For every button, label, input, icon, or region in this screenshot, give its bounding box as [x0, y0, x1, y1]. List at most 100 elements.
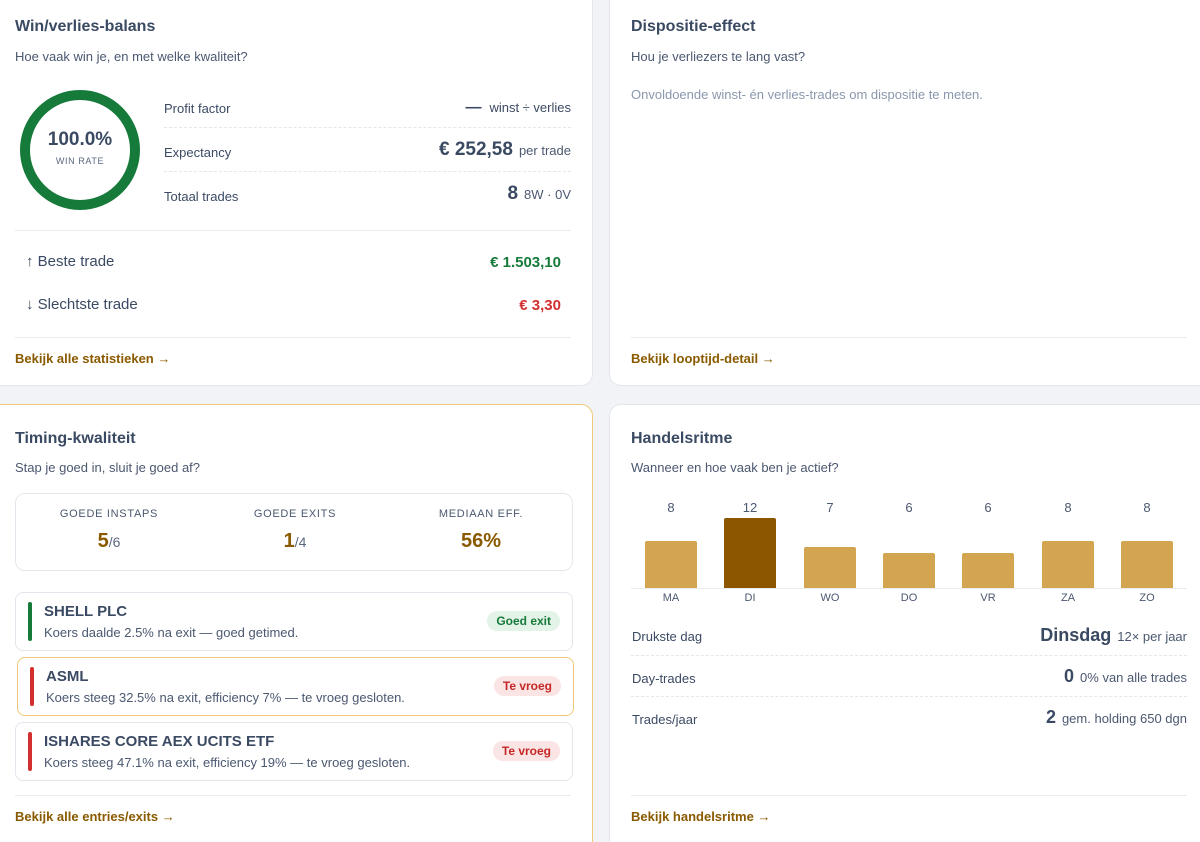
arrow-up-icon: ↑	[26, 253, 34, 270]
trade-description: Koers daalde 2.5% na exit — goed getimed…	[44, 625, 299, 640]
status-bar	[28, 732, 32, 771]
total-trades-unit: 8W · 0V	[524, 187, 571, 202]
trades-per-year-value: 2 gem. holding 650 dgn	[1046, 707, 1187, 728]
worst-trade-value: € 3,30	[519, 297, 561, 314]
total-trades-value: 8 8W · 0V	[507, 183, 571, 205]
status-bar	[28, 602, 32, 641]
bar-value-label: 7	[826, 500, 834, 515]
timing-subtitle: Stap je goed in, sluit je goed af?	[15, 460, 201, 475]
status-bar	[30, 667, 34, 706]
trade-name: ASML	[46, 668, 89, 685]
expectancy-label: Expectancy	[164, 145, 232, 160]
win-rate-label: WIN RATE	[55, 156, 105, 166]
busiest-day: Dinsdag	[1040, 625, 1112, 645]
divider	[164, 171, 571, 172]
winloss-title: Win/verlies-balans	[15, 18, 156, 35]
trade-name: SHELL PLC	[44, 603, 128, 620]
busiest-day-label: Drukste dag	[632, 629, 703, 644]
disposition-subtitle: Hou je verliezers te lang vast?	[631, 49, 806, 64]
rhythm-card: Handelsritme Wanneer en hoe vaak ben je …	[609, 404, 1200, 842]
timing-kpi-box: GOEDE INSTAPS 5/6 GOEDE EXITS 1/4 MEDIAA…	[15, 493, 573, 571]
worst-trade-text: Slechtste trade	[37, 296, 138, 313]
daytrades-value: 0 0% van alle trades	[1064, 666, 1187, 687]
total-trades-label: Totaal trades	[164, 189, 239, 204]
kpi-good-exits: GOEDE EXITS 1/4	[202, 508, 388, 553]
trades-per-year: 2	[1045, 707, 1056, 727]
disposition-empty-text: Onvoldoende winst- én verlies-trades om …	[631, 87, 983, 102]
bar-wo	[804, 547, 856, 588]
best-trade-label: ↑ Beste trade	[26, 253, 114, 270]
profit-factor-unit: winst ÷ verlies	[489, 100, 571, 115]
x-tick-label: DI	[744, 592, 756, 604]
divider	[631, 337, 1187, 338]
trades-per-year-label: Trades/jaar	[632, 712, 698, 727]
bar-za	[1042, 541, 1094, 588]
expectancy-unit: per trade	[518, 143, 571, 158]
trade-description: Koers steeg 32.5% na exit, efficiency 7%…	[46, 690, 405, 705]
trade-item-asml[interactable]: ASML Koers steeg 32.5% na exit, efficien…	[17, 657, 574, 716]
kpi-value: 5/6	[16, 530, 202, 553]
x-tick-label: MA	[662, 592, 680, 604]
disposition-title: Dispositie-effect	[631, 18, 756, 35]
bar-value-label: 6	[984, 500, 992, 515]
worst-trade-label: ↓ Slechtste trade	[26, 296, 138, 313]
x-tick-label: DO	[900, 592, 918, 604]
holding-time-link[interactable]: Bekijk looptijd-detail →	[631, 351, 775, 366]
bar-zo	[1121, 541, 1173, 588]
bar-ma	[645, 541, 697, 588]
divider	[15, 230, 571, 231]
arrow-down-icon: ↓	[26, 296, 34, 313]
divider	[15, 337, 571, 338]
bar-do	[883, 553, 935, 588]
kpi-value: 1/4	[202, 530, 388, 553]
profit-factor-dash: —	[465, 99, 482, 116]
profit-factor-value: — winst ÷ verlies	[465, 99, 571, 117]
kpi-value: 56%	[388, 530, 574, 553]
kpi-median-efficiency: MEDIAAN EFF. 56%	[388, 508, 574, 553]
holding-unit: gem. holding 650 dgn	[1061, 711, 1187, 726]
expectancy-value: € 252,58 per trade	[439, 139, 571, 161]
timing-title: Timing-kwaliteit	[15, 430, 136, 447]
kpi-number: 1	[283, 530, 295, 552]
trade-item-ishares[interactable]: ISHARES CORE AEX UCITS ETF Koers steeg 4…	[15, 722, 573, 781]
trade-description: Koers steeg 47.1% na exit, efficiency 19…	[44, 755, 411, 770]
status-badge: Goed exit	[487, 611, 560, 631]
win-rate-ring	[20, 90, 140, 210]
bar-value-label: 8	[667, 500, 675, 515]
daytrades-label: Day-trades	[632, 671, 696, 686]
entries-exits-link[interactable]: Bekijk alle entries/exits →	[15, 809, 175, 824]
divider	[164, 127, 571, 128]
bar-value-label: 12	[742, 500, 758, 515]
trading-rhythm-link[interactable]: Bekijk handelsritme →	[631, 809, 771, 824]
total-trades-count: 8	[507, 183, 519, 204]
trade-item-shell[interactable]: SHELL PLC Koers daalde 2.5% na exit — go…	[15, 592, 573, 651]
daytrades-unit: 0% van alle trades	[1080, 670, 1187, 685]
kpi-number: 56%	[460, 530, 502, 552]
x-tick-label: ZA	[1060, 592, 1076, 604]
best-trade-value: € 1.503,10	[490, 254, 561, 271]
busiest-day-value: Dinsdag 12× per jaar	[1040, 625, 1187, 646]
timing-card: Timing-kwaliteit Stap je goed in, sluit …	[0, 404, 593, 842]
bar-value-label: 8	[1064, 500, 1072, 515]
rhythm-subtitle: Wanneer en hoe vaak ben je actief?	[631, 460, 839, 475]
expectancy-amount: € 252,58	[438, 139, 513, 160]
kpi-number: 5	[97, 530, 109, 552]
divider	[15, 795, 571, 796]
busiest-day-unit: 12× per jaar	[1117, 629, 1187, 644]
winloss-subtitle: Hoe vaak win je, en met welke kwaliteit?	[15, 49, 248, 64]
all-statistics-link[interactable]: Bekijk alle statistieken →	[15, 351, 171, 366]
disposition-card: Dispositie-effect Hou je verliezers te l…	[609, 0, 1200, 386]
bar-di	[724, 518, 776, 588]
x-tick-label: ZO	[1139, 592, 1155, 604]
best-trade-text: Beste trade	[37, 253, 115, 270]
bar-value-label: 6	[905, 500, 913, 515]
status-badge: Te vroeg	[492, 741, 560, 761]
win-rate-value: 100.0%	[47, 129, 113, 150]
x-tick-label: WO	[820, 592, 840, 604]
chart-baseline	[631, 588, 1187, 589]
kpi-label: MEDIAAN EFF.	[438, 508, 524, 520]
trade-name: ISHARES CORE AEX UCITS ETF	[44, 733, 275, 750]
rhythm-title: Handelsritme	[631, 430, 733, 447]
kpi-denominator: /6	[108, 534, 121, 550]
kpi-good-entries: GOEDE INSTAPS 5/6	[16, 508, 202, 553]
